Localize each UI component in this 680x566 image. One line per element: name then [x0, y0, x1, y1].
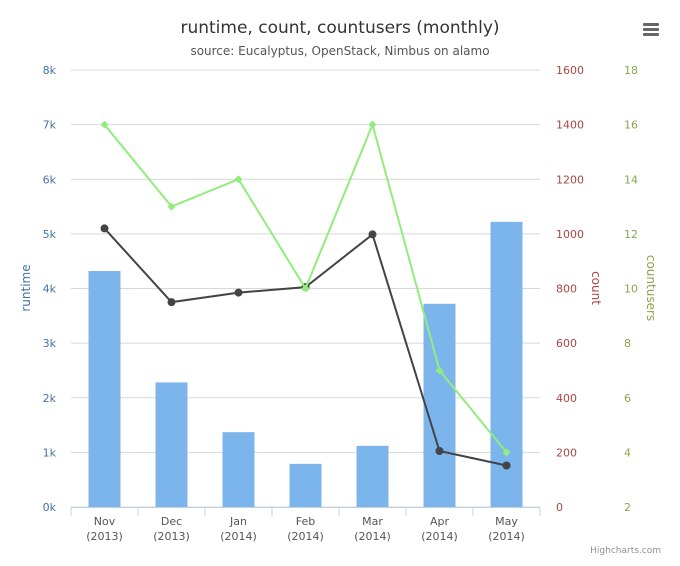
highcharts-credit[interactable]: Highcharts.com [590, 546, 661, 556]
runtime-axis-tick-label: 5k [43, 228, 57, 241]
count-point[interactable] [502, 461, 511, 470]
runtime-bar[interactable] [356, 445, 389, 507]
runtime-axis-tick-label: 4k [43, 283, 57, 296]
count-point[interactable] [435, 447, 444, 456]
runtime-axis-tick-label: 7k [43, 119, 57, 132]
count-axis-tick-label: 1000 [556, 228, 584, 241]
countusers-axis-title: countusers [644, 255, 658, 321]
countusers-point[interactable] [100, 120, 109, 129]
x-axis-category-label: Apr (2014) [421, 515, 458, 543]
x-axis-category-label: Nov (2013) [86, 515, 123, 543]
runtime-bar[interactable] [423, 303, 456, 507]
chart-title: runtime, count, countusers (monthly) [180, 18, 499, 38]
count-axis-tick-label: 200 [556, 446, 577, 459]
runtime-axis-tick-label: 1k [43, 446, 57, 459]
runtime-bar[interactable] [88, 271, 121, 507]
runtime-axis-tick-label: 0k [43, 501, 57, 514]
countusers-axis-tick-label: 14 [624, 173, 638, 186]
runtime-bar[interactable] [222, 432, 255, 507]
runtime-axis-tick-label: 6k [43, 173, 57, 186]
count-point[interactable] [100, 224, 109, 233]
runtime-bar[interactable] [289, 463, 322, 507]
countusers-axis-tick-label: 8 [624, 337, 631, 350]
countusers-axis-tick-label: 16 [624, 119, 638, 132]
x-axis-category-label: Mar (2014) [354, 515, 391, 543]
runtime-bar[interactable] [490, 221, 523, 508]
count-point[interactable] [234, 288, 243, 297]
countusers-axis-tick-label: 4 [624, 446, 631, 459]
x-axis-category-label: Jan (2014) [220, 515, 257, 543]
chart-subtitle: source: Eucalyptus, OpenStack, Nimbus on… [190, 44, 489, 58]
line-series [100, 120, 511, 470]
countusers-point[interactable] [167, 202, 176, 211]
countusers-axis-tick-label: 10 [624, 283, 638, 296]
count-axis-tick-label: 400 [556, 392, 577, 405]
runtime-axis-title: runtime [19, 264, 33, 311]
countusers-point[interactable] [435, 366, 444, 375]
x-axis-category-label: Dec (2013) [153, 515, 190, 543]
count-point[interactable] [368, 230, 377, 239]
countusers-axis-tick-label: 18 [624, 64, 638, 77]
runtime-bars [88, 221, 523, 508]
count-axis-tick-label: 1600 [556, 64, 584, 77]
countusers-point[interactable] [502, 448, 511, 457]
count-axis-tick-label: 0 [556, 501, 563, 514]
countusers-axis-tick-label: 12 [624, 228, 638, 241]
x-axis-category-label: May (2014) [488, 515, 525, 543]
hamburger-menu-icon[interactable] [643, 23, 659, 36]
count-axis-tick-label: 600 [556, 337, 577, 350]
countusers-point[interactable] [368, 120, 377, 129]
countusers-point[interactable] [301, 284, 310, 293]
runtime-axis-tick-label: 3k [43, 337, 57, 350]
axes: 0k 1k 2k 3k 4k 5k 6k 7k 8k 0 200 400 600 800 1000 1200 1… [19, 64, 658, 543]
runtime-axis-tick-label: 8k [43, 64, 57, 77]
count-axis-tick-label: 1400 [556, 119, 584, 132]
context-menu-button[interactable] [636, 18, 666, 40]
runtime-bar[interactable] [155, 382, 188, 507]
countusers-axis-tick-label: 6 [624, 392, 631, 405]
runtime-axis-tick-label: 2k [43, 392, 57, 405]
count-point[interactable] [167, 298, 176, 307]
count-axis-title: count [589, 271, 603, 305]
count-axis-tick-label: 1200 [556, 173, 584, 186]
countusers-point[interactable] [234, 175, 243, 184]
count-axis-tick-label: 800 [556, 283, 577, 296]
countusers-axis-tick-label: 2 [624, 501, 631, 514]
x-axis-category-label: Feb (2014) [287, 515, 324, 543]
